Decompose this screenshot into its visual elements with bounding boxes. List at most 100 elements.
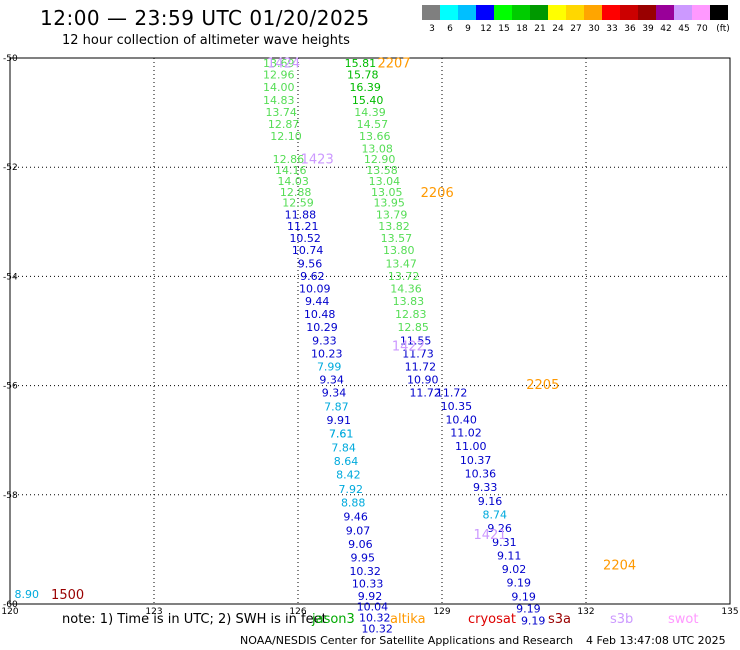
pass-label: 2207 xyxy=(377,56,410,71)
swh-value: 11.72 xyxy=(409,387,441,400)
y-tick-label: -50 xyxy=(3,54,18,64)
legend-swatch xyxy=(656,5,674,20)
swh-value: 9.92 xyxy=(358,590,383,603)
swh-value: 11.73 xyxy=(402,347,434,360)
footnote: note: 1) Time is in UTC; 2) SWH is in fe… xyxy=(62,612,327,627)
y-tick-label: -54 xyxy=(3,272,18,282)
credit-line: NOAA/NESDIS Center for Satellite Applica… xyxy=(240,634,574,647)
legend-swatch xyxy=(710,5,728,20)
x-tick-label: 123 xyxy=(145,607,162,617)
legend-swatch xyxy=(674,5,692,20)
swh-value: 14.00 xyxy=(263,81,295,94)
swh-value: 8.90 xyxy=(15,588,40,601)
swh-value: 9.19 xyxy=(507,577,532,590)
legend-label: 18 xyxy=(516,24,528,34)
swh-value: 9.44 xyxy=(305,295,330,308)
legend-label: 70 xyxy=(696,24,708,34)
swh-value: 15.40 xyxy=(352,94,384,107)
swh-value: 9.31 xyxy=(492,536,517,549)
satellite-s3a: s3a xyxy=(548,612,572,627)
swh-value: 16.39 xyxy=(349,81,381,94)
legend-label: 27 xyxy=(570,24,582,34)
legend-label: 21 xyxy=(534,24,546,34)
swh-value: 15.81 xyxy=(345,57,377,70)
swh-value: 10.74 xyxy=(292,244,324,257)
swh-value: 9.16 xyxy=(478,495,503,508)
legend-swatch xyxy=(548,5,566,20)
y-tick-label: -56 xyxy=(3,382,18,392)
swh-value: 13.95 xyxy=(373,197,405,210)
swh-value: 13.66 xyxy=(359,130,391,143)
swh-value: 12.85 xyxy=(397,321,429,334)
swh-value: 10.09 xyxy=(299,282,331,295)
swh-value: 13.05 xyxy=(371,186,403,199)
legend-label: 39 xyxy=(642,24,654,34)
swh-value: 9.02 xyxy=(502,563,527,576)
satellite-cryosat: cryosat xyxy=(468,612,516,627)
legend-label: 24 xyxy=(552,24,564,34)
swh-value: 9.19 xyxy=(511,590,536,603)
satellite-altika: altika xyxy=(390,612,426,627)
swh-value: 12.86 xyxy=(273,153,305,166)
x-tick-label: 129 xyxy=(433,607,450,617)
pass-label: 1423 xyxy=(301,152,334,167)
y-tick-label: -60 xyxy=(3,600,18,610)
swh-value: 10.40 xyxy=(445,413,477,426)
grid-lines xyxy=(10,58,730,604)
swh-value: 9.91 xyxy=(327,414,352,427)
chart-title: 12:00 — 23:59 UTC 01/20/2025 xyxy=(40,6,370,30)
x-tick-label: 135 xyxy=(721,607,738,617)
legend-label: 15 xyxy=(498,24,510,34)
legend-label: 36 xyxy=(624,24,636,34)
swh-value: 10.36 xyxy=(465,468,497,481)
swh-value: 12.88 xyxy=(280,186,312,199)
swh-value: 9.26 xyxy=(487,522,512,535)
swh-value: 9.19 xyxy=(516,602,541,615)
legend-swatch xyxy=(530,5,548,20)
swh-value: 10.04 xyxy=(357,601,389,614)
swh-value: 10.32 xyxy=(361,623,393,636)
swh-value: 14.16 xyxy=(275,164,307,177)
legend-label: 9 xyxy=(465,24,471,34)
legend-label: 30 xyxy=(588,24,600,34)
swh-value: 13.69 xyxy=(263,57,295,70)
swh-value: 10.52 xyxy=(289,232,321,245)
swh-value: 14.57 xyxy=(357,118,389,131)
swh-value: 8.74 xyxy=(483,508,508,521)
legend-swatch xyxy=(584,5,602,20)
swh-value: 13.04 xyxy=(369,175,401,188)
pass-label: 2205 xyxy=(526,378,559,393)
swh-value: 9.62 xyxy=(300,270,325,283)
plot-frame xyxy=(9,57,731,605)
swh-value: 12.59 xyxy=(282,197,314,210)
legend-unit: (ft) xyxy=(716,24,730,34)
satellite-jason3: jason3 xyxy=(312,612,355,627)
legend-label: 6 xyxy=(447,24,453,34)
swh-value: 10.35 xyxy=(441,400,473,413)
swh-value: 13.72 xyxy=(388,270,420,283)
satellite-s3b: s3b xyxy=(610,612,634,627)
pass-label: 1500 xyxy=(51,588,84,603)
swh-value: 10.29 xyxy=(306,321,338,334)
swh-value: 13.08 xyxy=(361,143,393,156)
swh-value: 7.61 xyxy=(329,428,354,441)
pass-label: 2204 xyxy=(603,559,636,574)
swh-value: 15.78 xyxy=(347,68,379,81)
swh-value: 9.19 xyxy=(521,614,546,627)
legend-swatch xyxy=(476,5,494,20)
swh-value: 13.79 xyxy=(376,209,408,222)
swh-value: 11.21 xyxy=(287,220,319,233)
swh-value: 7.84 xyxy=(331,441,356,454)
swh-value: 13.47 xyxy=(385,257,417,270)
pass-label: 2206 xyxy=(421,186,454,201)
x-tick-label: 132 xyxy=(577,607,594,617)
swh-value: 13.83 xyxy=(393,295,425,308)
legend-swatch xyxy=(422,5,440,20)
y-tick-label: -52 xyxy=(3,163,18,173)
swh-value: 12.87 xyxy=(268,118,300,131)
legend-label: 45 xyxy=(678,24,690,34)
legend-swatch xyxy=(494,5,512,20)
chart-subtitle: 12 hour collection of altimeter wave hei… xyxy=(62,33,350,48)
swh-value: 9.07 xyxy=(346,524,371,537)
